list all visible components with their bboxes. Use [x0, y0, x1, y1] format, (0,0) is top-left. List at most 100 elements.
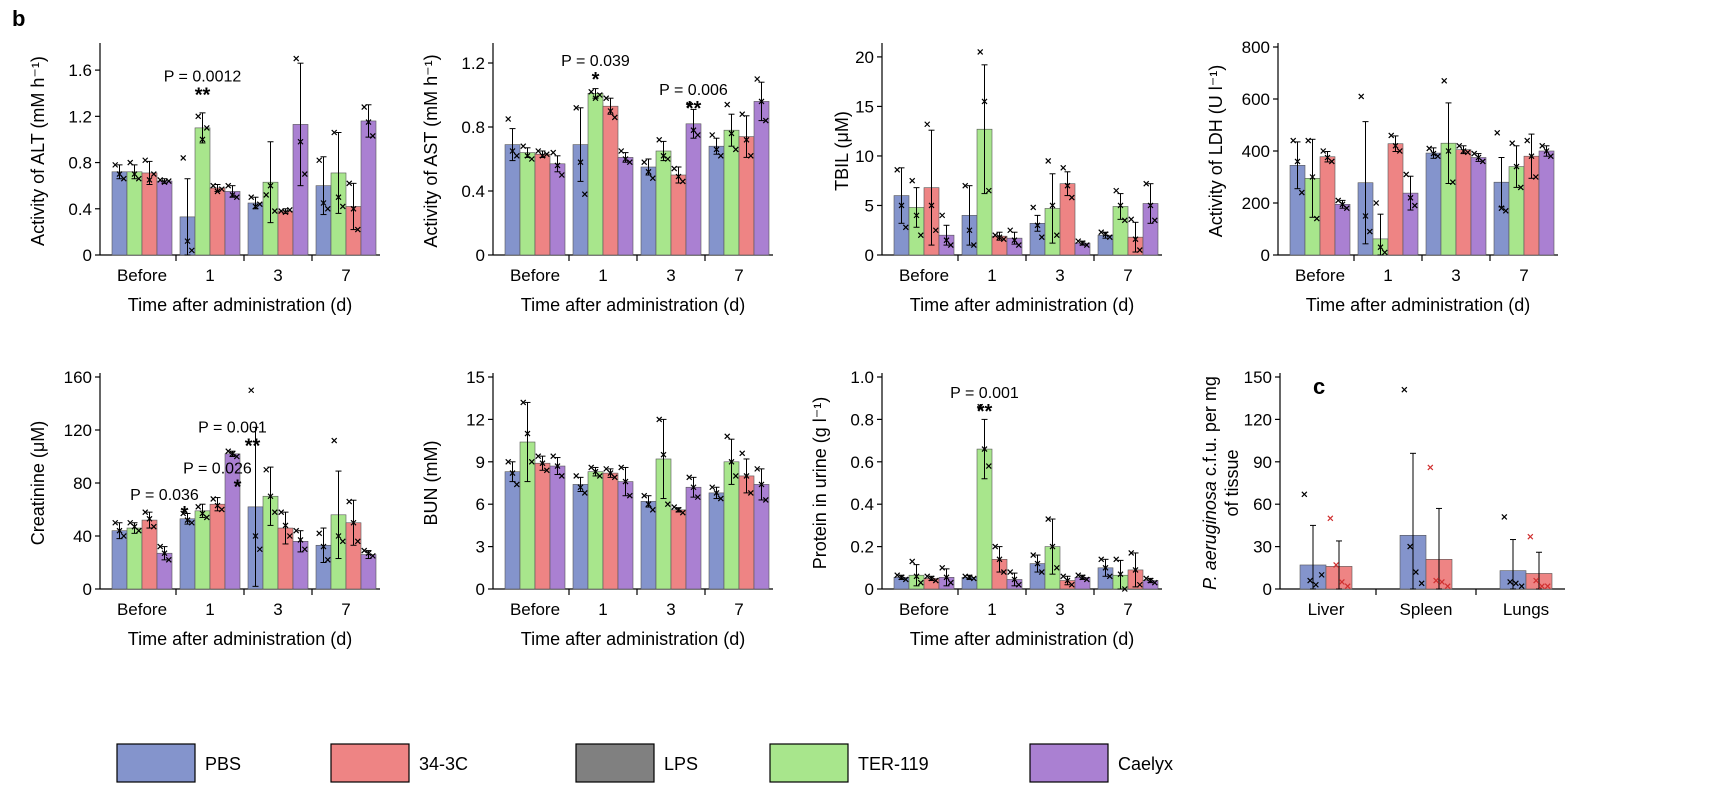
annotation-stars: ** [686, 98, 702, 120]
x-tick-label: 7 [1123, 600, 1132, 619]
data-point [649, 175, 656, 182]
x-tick-label: 1 [205, 266, 214, 285]
data-point [1411, 202, 1418, 209]
bar-343c-2 [277, 210, 294, 256]
data-point [331, 437, 338, 444]
y-tick-label: 0 [1263, 580, 1272, 599]
data-point [543, 151, 550, 158]
bar-ter119-0 [126, 171, 143, 256]
data-point [1294, 158, 1301, 165]
data-point [932, 577, 939, 584]
data-point [513, 481, 520, 488]
data-point [1366, 228, 1373, 235]
y-tick-label: 0.8 [461, 118, 485, 137]
bar-343c-2 [670, 174, 687, 256]
y-tick-label: 120 [64, 421, 92, 440]
data-point [350, 519, 357, 526]
data-point [316, 157, 323, 164]
bar-343c-2 [670, 509, 687, 590]
data-point [361, 104, 368, 111]
data-point [267, 182, 274, 189]
data-point [1392, 142, 1399, 149]
data-point [165, 178, 172, 184]
data-point [588, 88, 595, 95]
data-point [218, 506, 225, 513]
data-point [1464, 149, 1471, 156]
data-point [550, 453, 557, 460]
data-point [592, 468, 599, 475]
bar-343c-0 [141, 519, 158, 590]
data-point [607, 108, 614, 114]
data-point [902, 576, 909, 583]
data-point [641, 492, 648, 499]
data-point [112, 519, 119, 526]
data-point [146, 176, 153, 183]
data-point [902, 224, 909, 231]
data-point [1318, 571, 1325, 578]
x-tick-label: 3 [1451, 266, 1460, 285]
data-point [947, 579, 954, 586]
y-tick-label: 0.4 [68, 200, 92, 219]
data-point [739, 450, 746, 457]
data-point [913, 573, 920, 580]
x-axis-label: Time after administration (d) [521, 629, 745, 649]
data-point [1045, 516, 1052, 522]
data-point [135, 175, 142, 182]
y-axis-label-unit: c.f.u. per mg [1200, 376, 1220, 481]
data-point [1401, 386, 1408, 393]
data-point [743, 473, 750, 479]
data-point [1102, 231, 1109, 238]
data-point [928, 575, 935, 582]
data-point [369, 552, 376, 559]
data-point [645, 501, 652, 508]
data-point [1513, 163, 1520, 170]
data-point [1121, 217, 1128, 224]
data-point [1518, 583, 1525, 590]
x-tick-label: Before [1295, 266, 1345, 285]
data-point [1338, 579, 1345, 585]
data-point [1427, 464, 1434, 471]
data-point [210, 182, 217, 189]
bar-caelyx-2 [685, 486, 702, 590]
bar-caelyx-0 [549, 465, 566, 590]
data-point [1011, 237, 1018, 244]
data-point [573, 104, 580, 111]
data-point [524, 430, 531, 437]
legend-swatch-343c [330, 743, 410, 783]
data-point [543, 467, 550, 474]
data-point [1327, 515, 1334, 522]
data-point [1407, 194, 1414, 201]
data-point [229, 191, 236, 198]
x-tick-label: 7 [734, 600, 743, 619]
data-point [1079, 240, 1086, 247]
data-point [1060, 164, 1067, 171]
data-point [324, 205, 331, 212]
data-point [690, 484, 697, 491]
legend-label-343c: 34-3C [419, 754, 468, 774]
data-point [293, 527, 300, 534]
data-point [1328, 158, 1335, 165]
data-point [1396, 148, 1403, 154]
chart-bun: 0 3 6 9 12 15 Before 1 3 7 Time after administrati… [421, 368, 773, 649]
data-point [346, 180, 353, 187]
y-tick-label: 0.6 [850, 453, 874, 472]
data-point [346, 498, 353, 505]
data-point [339, 203, 346, 210]
legend: PBS 34-3C LPS TER-119 Caelyx [116, 743, 1173, 783]
x-axis-label: Time after administration (d) [910, 295, 1134, 315]
data-point [1460, 148, 1467, 154]
data-point [1098, 556, 1105, 563]
bar-caelyx-0 [549, 163, 566, 256]
data-point [180, 510, 187, 517]
legend-label-lps: LPS [664, 754, 698, 774]
y-axis-label: Activity of LDH (U l⁻¹) [1206, 65, 1226, 238]
data-point [660, 152, 667, 159]
data-point [1075, 238, 1082, 245]
bar-343c-1 [1387, 143, 1404, 256]
data-point [939, 564, 946, 571]
data-point [320, 543, 327, 550]
y-tick-label: 0.4 [461, 182, 485, 201]
x-tick-label: 3 [666, 600, 675, 619]
data-point [898, 202, 905, 209]
data-point [1381, 249, 1388, 256]
